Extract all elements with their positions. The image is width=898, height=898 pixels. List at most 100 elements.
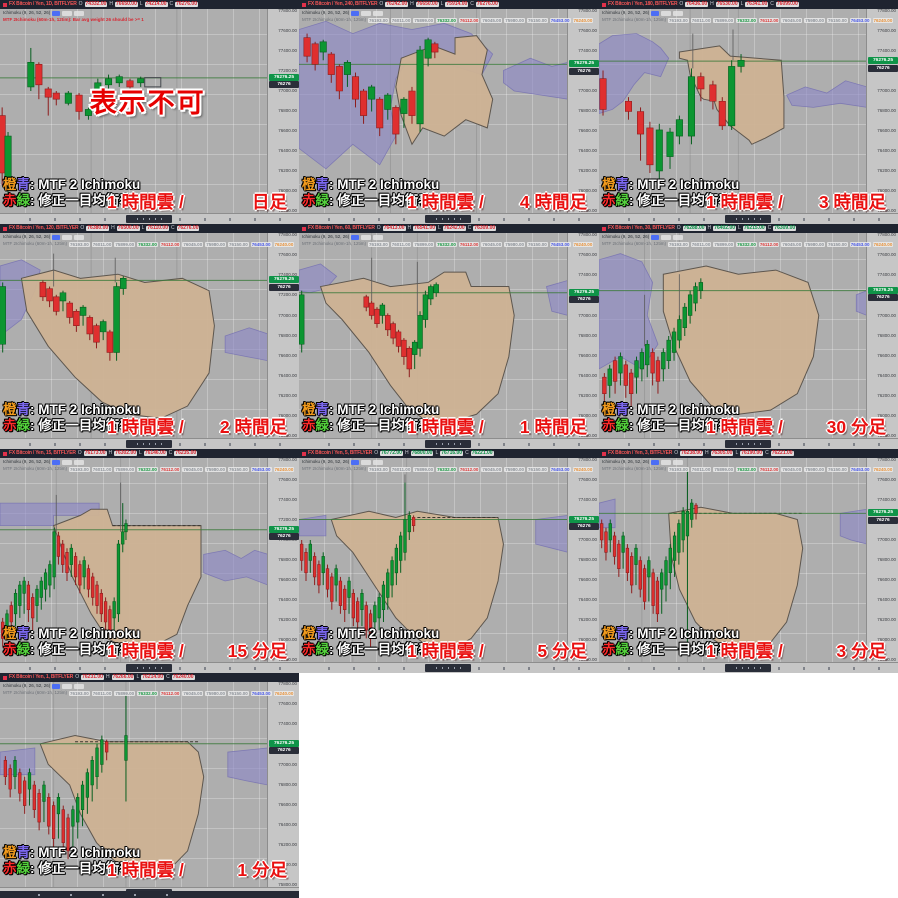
settings-icon[interactable] [62,684,73,689]
time-axis[interactable] [299,438,599,449]
candlestick-chart[interactable] [299,233,568,439]
time-axis[interactable] [599,662,898,673]
candlestick-chart[interactable] [0,458,268,663]
settings-icon[interactable] [62,235,73,240]
mtf-ichimoku-legend[interactable]: MTF 2Ichimoku (60m-1h, 12tim) 76193.00 76… [302,467,594,472]
close-icon[interactable] [74,11,85,16]
price-axis[interactable]: 77800.0077600.0077400.0077200.0077000.00… [267,457,299,663]
mtf-ichimoku-legend[interactable]: MTF 2Ichimoku (60m-1h, 12tim): Bar avg w… [3,17,144,23]
chart-canvas[interactable] [599,233,867,439]
time-axis[interactable] [299,213,599,224]
symbol-title[interactable]: FX Bitcoin / Yen, 3, BITFLYER [608,450,673,456]
price-axis[interactable]: 77800.0077600.0077400.0077200.0077000.00… [567,8,599,214]
eye-icon[interactable] [351,11,360,16]
ichimoku-legend[interactable]: Ichimoku (9, 26, 52, 26) [302,235,384,240]
candlestick-chart[interactable] [0,9,268,214]
eye-icon[interactable] [351,235,360,240]
price-axis[interactable]: 77800.0077600.0077400.0077200.0077000.00… [567,232,599,439]
ichimoku-legend[interactable]: Ichimoku (9, 26, 52, 26) [602,460,684,465]
chart-canvas[interactable] [599,458,867,663]
eye-icon[interactable] [651,460,660,465]
chart-canvas[interactable] [299,9,568,214]
symbol-title[interactable]: FX Bitcoin / Yen, 240, BITFLYER [308,1,378,7]
time-axis[interactable] [299,662,599,673]
settings-icon[interactable] [361,460,372,465]
price-axis[interactable]: 77800.0077600.0077400.0077200.0077000.00… [866,232,898,439]
symbol-title[interactable]: FX Bitcoin / Yen, 180, BITFLYER [608,1,678,7]
symbol-title[interactable]: FX Bitcoin / Yen, 5, BITFLYER [308,450,373,456]
close-icon[interactable] [373,11,384,16]
candlestick-chart[interactable] [299,458,568,663]
symbol-title[interactable]: FX Bitcoin / Yen, 30, BITFLYER [608,225,675,231]
ichimoku-legend[interactable]: Ichimoku (9, 26, 52, 26) [3,11,85,16]
close-icon[interactable] [673,11,684,16]
settings-icon[interactable] [661,11,672,16]
ichimoku-legend[interactable]: Ichimoku (9, 26, 52, 26) [302,460,384,465]
eye-icon[interactable] [52,684,61,689]
chart-canvas[interactable] [0,9,268,214]
time-axis[interactable] [599,213,898,224]
eye-icon[interactable] [651,235,660,240]
eye-icon[interactable] [52,235,61,240]
mtf-ichimoku-legend[interactable]: MTF 2Ichimoku (60m-1h, 12tim) 76193.00 76… [3,691,295,696]
settings-icon[interactable] [361,235,372,240]
settings-icon[interactable] [62,460,73,465]
eye-icon[interactable] [52,460,61,465]
ichimoku-legend[interactable]: Ichimoku (9, 26, 52, 26) [3,460,85,465]
symbol-title[interactable]: FX Bitcoin / Yen, 1D, BITFLYER [9,1,77,7]
candlestick-chart[interactable] [0,233,268,439]
time-axis[interactable] [0,438,299,449]
chart-canvas[interactable] [0,233,268,439]
mtf-ichimoku-legend[interactable]: MTF 2Ichimoku (60m-1h, 12tim) 76193.00 76… [602,18,894,23]
time-axis[interactable] [0,662,299,673]
ichimoku-legend[interactable]: Ichimoku (9, 26, 52, 26) [302,11,384,16]
mtf-ichimoku-legend[interactable]: MTF 2Ichimoku (60m-1h, 12tim) 76193.00 76… [602,242,894,247]
close-icon[interactable] [673,460,684,465]
symbol-title[interactable]: FX Bitcoin / Yen, 60, BITFLYER [308,225,375,231]
candlestick-chart[interactable] [599,9,867,214]
chart-canvas[interactable] [299,233,568,439]
time-axis[interactable] [599,438,898,449]
candlestick-chart[interactable] [599,458,867,663]
chart-canvas[interactable] [599,9,867,214]
mtf-ichimoku-legend[interactable]: MTF 2Ichimoku (60m-1h, 12tim) 76193.00 76… [3,242,295,247]
ichimoku-legend[interactable]: Ichimoku (9, 26, 52, 26) [602,11,684,16]
eye-icon[interactable] [651,11,660,16]
price-axis[interactable]: 77800.0077600.0077400.0077200.0077000.00… [267,681,299,888]
close-icon[interactable] [74,235,85,240]
ichimoku-legend[interactable]: Ichimoku (9, 26, 52, 26) [602,235,684,240]
close-icon[interactable] [74,684,85,689]
chart-canvas[interactable] [0,682,268,888]
close-icon[interactable] [74,460,85,465]
ichimoku-legend[interactable]: Ichimoku (9, 26, 52, 26) [3,235,85,240]
symbol-title[interactable]: FX Bitcoin / Yen, 15, BITFLYER [9,450,76,456]
price-axis[interactable]: 77800.0077600.0077400.0077200.0077000.00… [866,457,898,663]
settings-icon[interactable] [661,235,672,240]
candlestick-chart[interactable] [299,9,568,214]
chart-canvas[interactable] [0,458,268,663]
eye-icon[interactable] [52,11,61,16]
candlestick-chart[interactable] [599,233,867,439]
price-axis[interactable]: 77800.0077600.0077400.0077200.0077000.00… [866,8,898,214]
candlestick-chart[interactable] [0,682,268,888]
time-axis[interactable] [0,213,299,224]
chart-canvas[interactable] [299,458,568,663]
eye-icon[interactable] [351,460,360,465]
symbol-title[interactable]: FX Bitcoin / Yen, 1, BITFLYER [9,674,74,680]
close-icon[interactable] [373,235,384,240]
close-icon[interactable] [673,235,684,240]
mtf-ichimoku-legend[interactable]: MTF 2Ichimoku (60m-1h, 12tim) 76193.00 76… [302,242,594,247]
close-icon[interactable] [373,460,384,465]
mtf-ichimoku-legend[interactable]: MTF 2Ichimoku (60m-1h, 12tim) 76193.00 76… [302,18,594,23]
settings-icon[interactable] [361,11,372,16]
ichimoku-legend[interactable]: Ichimoku (9, 26, 52, 26) [3,684,85,689]
settings-icon[interactable] [62,11,73,16]
settings-icon[interactable] [661,460,672,465]
symbol-title[interactable]: FX Bitcoin / Yen, 120, BITFLYER [9,225,79,231]
mtf-ichimoku-legend[interactable]: MTF 2Ichimoku (60m-1h, 12tim) 76193.00 76… [3,467,295,472]
price-axis[interactable]: 77800.0077600.0077400.0077200.0077000.00… [567,457,599,663]
bottom-toolbar[interactable] [0,891,299,898]
mtf-ichimoku-legend[interactable]: MTF 2Ichimoku (60m-1h, 12tim) 76193.00 76… [602,467,894,472]
